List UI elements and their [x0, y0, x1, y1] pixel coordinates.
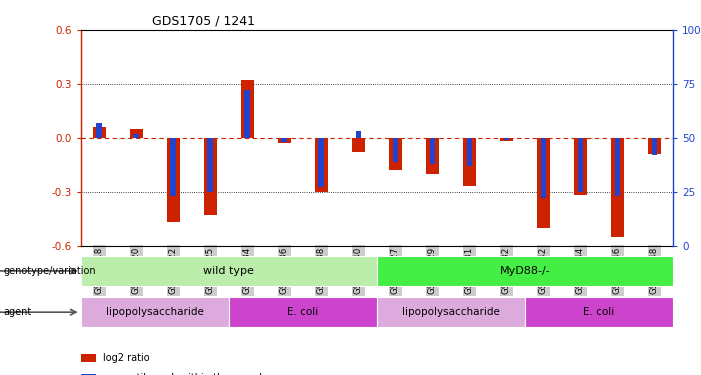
Bar [96, 123, 102, 138]
Bar [389, 138, 402, 170]
Bar [525, 297, 673, 327]
Bar [463, 138, 476, 186]
Bar [81, 297, 229, 327]
Bar [282, 138, 287, 142]
Text: lipopolysaccharide: lipopolysaccharide [402, 307, 500, 317]
Text: wild type: wild type [203, 266, 254, 276]
Bar [278, 138, 291, 143]
Bar [130, 129, 142, 138]
Text: percentile rank within the sample: percentile rank within the sample [103, 374, 268, 375]
Bar [426, 138, 439, 174]
Bar [503, 138, 509, 140]
Bar [352, 138, 365, 152]
Bar [93, 127, 106, 138]
Bar [355, 131, 361, 138]
Bar [240, 80, 254, 138]
Bar [133, 134, 139, 138]
Bar [578, 138, 583, 192]
Text: log2 ratio: log2 ratio [103, 353, 150, 363]
Bar [611, 138, 624, 237]
Bar [615, 138, 620, 196]
Bar [540, 138, 546, 198]
Bar [167, 138, 179, 222]
Bar [377, 297, 525, 327]
Bar [170, 138, 176, 196]
Bar [574, 138, 587, 195]
Text: lipopolysaccharide: lipopolysaccharide [106, 307, 203, 317]
Bar [393, 138, 398, 162]
Text: agent: agent [4, 307, 32, 317]
Bar [204, 138, 217, 215]
Text: GDS1705 / 1241: GDS1705 / 1241 [151, 15, 254, 27]
Bar [207, 138, 213, 192]
Bar [377, 256, 673, 286]
Bar [537, 138, 550, 228]
Bar [648, 138, 661, 154]
Bar [229, 297, 376, 327]
Bar [430, 138, 435, 164]
Bar [467, 138, 472, 166]
Text: genotype/variation: genotype/variation [4, 266, 96, 276]
Bar [318, 138, 324, 188]
Text: E. coli: E. coli [287, 307, 318, 317]
Bar [500, 138, 513, 141]
Bar [652, 138, 658, 155]
Bar [245, 90, 250, 138]
Bar [315, 138, 328, 192]
Text: MyD88-/-: MyD88-/- [500, 266, 550, 276]
Text: E. coli: E. coli [583, 307, 615, 317]
Bar [81, 256, 377, 286]
